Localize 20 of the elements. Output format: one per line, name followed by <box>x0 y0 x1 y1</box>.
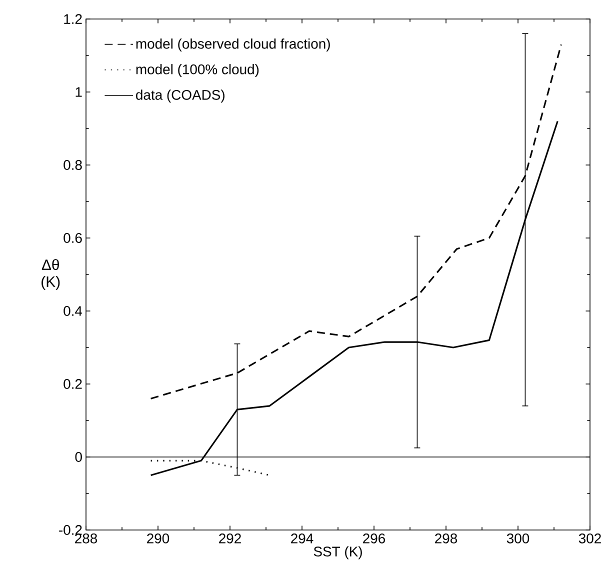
x-tick-label: 292 <box>219 534 241 544</box>
x-tick-label: 290 <box>147 534 170 544</box>
x-tick-label: 288 <box>75 534 98 544</box>
legend-label: model (observed cloud fraction) <box>136 38 330 52</box>
y-tick-label: 1 <box>76 87 82 97</box>
x-tick-label: 294 <box>291 534 314 544</box>
x-tick-label: 302 <box>578 534 601 544</box>
y-tick-label: 0.8 <box>64 160 82 170</box>
x-axis-title: SST (K) <box>314 546 362 560</box>
x-tick-label: 298 <box>435 534 458 544</box>
y-tick-label: 1.2 <box>64 14 82 24</box>
legend-label: model (100% cloud) <box>136 64 259 78</box>
y-tick-label: 0.2 <box>64 379 82 389</box>
y-tick-label: 0 <box>75 452 82 462</box>
x-tick-label: 296 <box>363 534 386 544</box>
y-axis-title: Δθ (K) <box>42 259 60 290</box>
y-tick-label: 0.4 <box>64 306 82 316</box>
x-tick-label: 300 <box>506 534 530 544</box>
legend-label: data (COADS) <box>136 90 224 103</box>
y-tick-label: 0.6 <box>64 233 82 243</box>
